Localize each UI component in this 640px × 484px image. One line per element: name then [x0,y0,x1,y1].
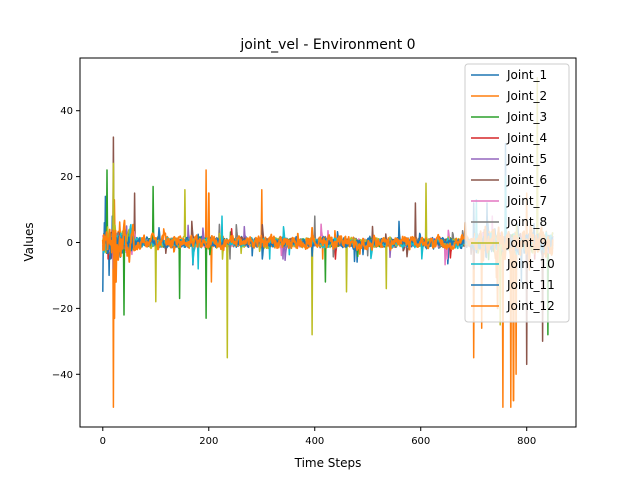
legend-label: Joint_12 [506,299,555,313]
x-tick-label: 600 [411,436,430,447]
chart-title: joint_vel - Environment 0 [239,37,415,53]
legend: Joint_1 Joint_2 Joint_3 Joint_4 Joint_5 Joint… [464,63,570,323]
legend-label: Joint_10 [506,257,555,271]
legend-label: Joint_11 [506,278,555,292]
legend-label: Joint_8 [506,215,547,229]
x-axis: 0 200 400 600 800 [100,427,536,447]
y-tick-label: −20 [52,304,73,315]
x-tick-label: 0 [100,436,106,447]
y-tick-label: −40 [52,370,73,381]
legend-label: Joint_3 [506,110,547,124]
legend-box [464,63,570,323]
x-axis-label: Time Steps [294,456,362,470]
y-tick-label: 40 [60,106,73,117]
legend-label: Joint_2 [506,89,547,103]
legend-label: Joint_1 [506,68,547,82]
legend-label: Joint_7 [506,194,547,208]
legend-label: Joint_6 [506,173,547,187]
legend-label: Joint_4 [506,131,547,145]
x-tick-label: 800 [517,436,536,447]
x-tick-label: 400 [305,436,324,447]
y-axis: −40 −20 0 20 40 [52,106,80,381]
y-tick-label: 0 [67,238,73,249]
legend-label: Joint_9 [506,236,547,250]
y-tick-label: 20 [60,172,73,183]
y-axis-label: Values [22,222,36,261]
legend-label: Joint_5 [506,152,547,166]
x-tick-label: 200 [199,436,218,447]
